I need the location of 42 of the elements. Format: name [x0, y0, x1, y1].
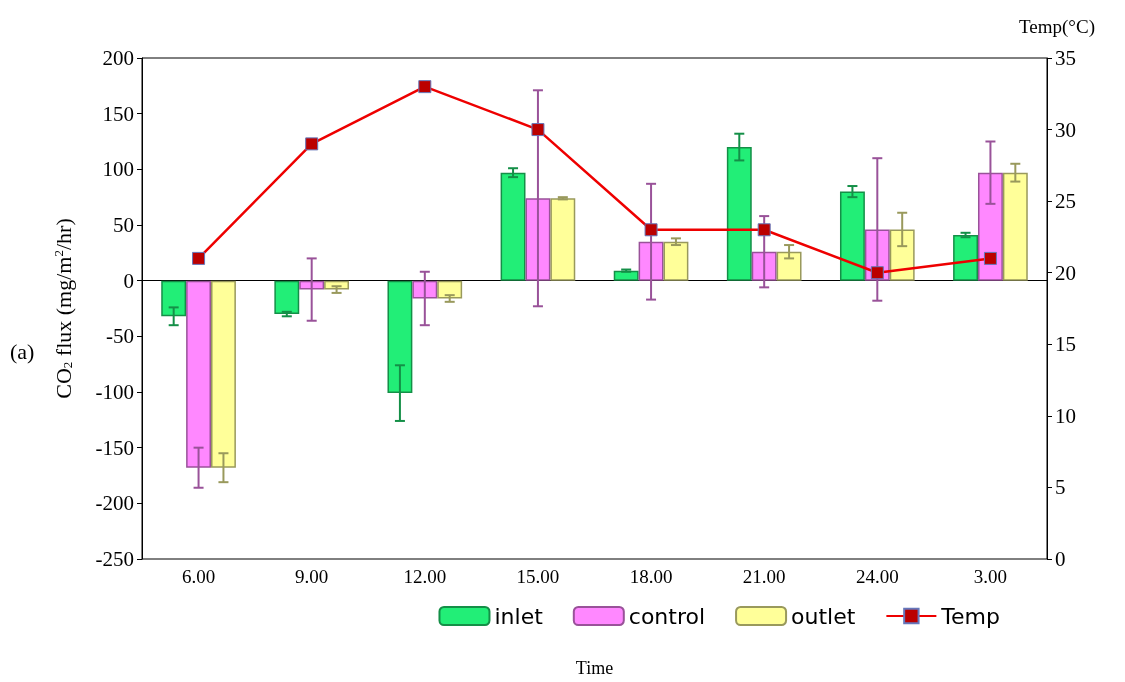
- legend-label: Temp: [940, 603, 1001, 629]
- y2-tick-label: 25: [1055, 189, 1076, 214]
- legend-label: inlet: [494, 603, 544, 629]
- y-tick-label: 150: [102, 101, 134, 126]
- bar: [613, 270, 639, 281]
- y-tick-label: 0: [123, 268, 134, 293]
- y2-tick-label: 10: [1055, 403, 1076, 428]
- y2-tick-label: 15: [1055, 332, 1076, 357]
- legend-label: outlet: [791, 603, 856, 629]
- bar: [953, 235, 978, 281]
- y-tick-label: -50: [106, 324, 134, 349]
- y2-tick-label: 30: [1055, 117, 1076, 142]
- y-tick-label: -250: [95, 547, 134, 571]
- text: (a): [10, 338, 35, 364]
- y-tick-label: -200: [95, 491, 134, 516]
- y-tick-label: 50: [113, 213, 134, 237]
- bar: [663, 241, 689, 281]
- y2-axis-title: Temp(°C): [1019, 16, 1095, 38]
- y-tick-label: -100: [95, 380, 134, 404]
- bar: [437, 280, 463, 299]
- bar: [274, 280, 300, 315]
- y2-tick-label: 0: [1055, 547, 1066, 571]
- x-tick-label: 15.00: [516, 566, 560, 587]
- x-tick-label: 9.00: [295, 566, 329, 587]
- y2-tick-label: 20: [1055, 260, 1076, 285]
- legend-label: control: [628, 603, 706, 629]
- x-tick-label: 12.00: [403, 566, 447, 587]
- y-tick-label: -150: [95, 435, 134, 460]
- bar: [500, 172, 526, 281]
- y-axis-title: CO2 flux (mg/m2/hr): [50, 218, 76, 399]
- y2-tick-label: 35: [1055, 46, 1076, 70]
- x-tick-label: 24.00: [855, 566, 899, 587]
- x-axis-title: Time: [575, 658, 614, 678]
- bar: [839, 191, 865, 281]
- x-tick-label: 3.00: [973, 566, 1008, 587]
- y-tick-label: 100: [102, 157, 134, 182]
- y2-tick-label: 5: [1055, 475, 1066, 500]
- x-tick-label: 18.00: [629, 566, 673, 587]
- bar: [550, 198, 576, 281]
- x-tick-label: 21.00: [742, 566, 786, 587]
- y-tick-label: 200: [102, 46, 134, 70]
- x-tick-label: 6.00: [181, 566, 216, 587]
